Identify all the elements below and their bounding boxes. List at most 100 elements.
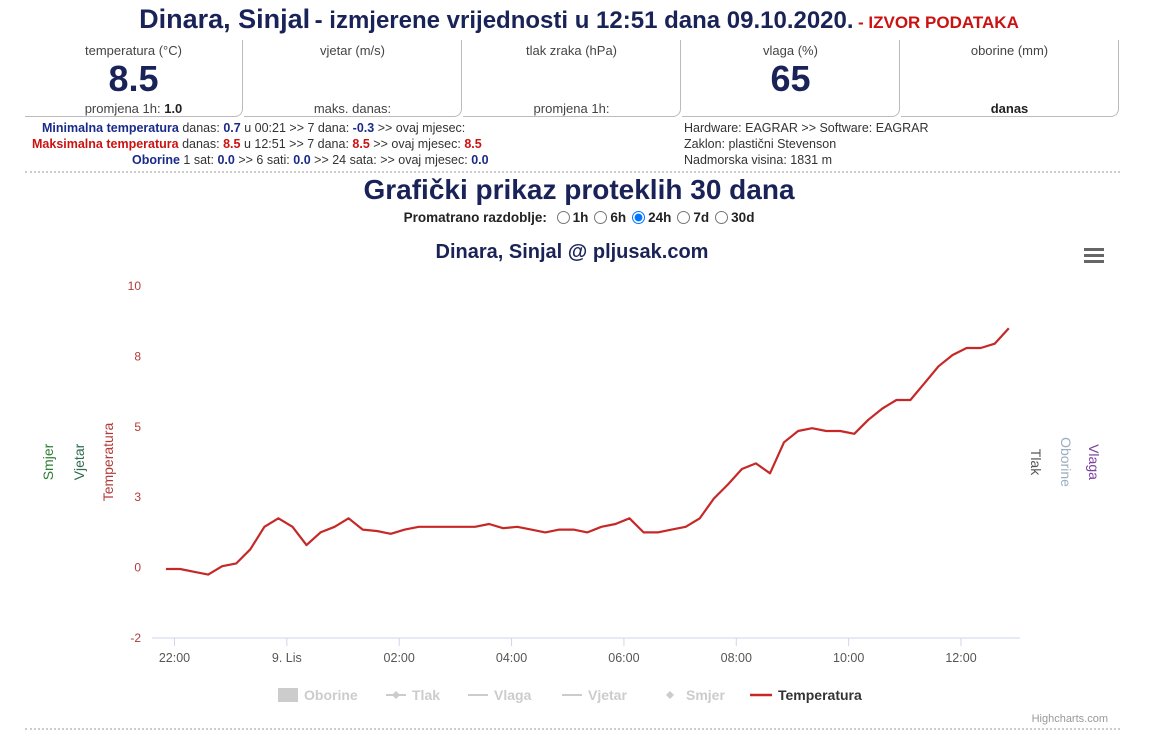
info-line: Hardware: EAGRAR >> Software: EAGRAR	[684, 121, 929, 135]
menu-icon[interactable]	[1084, 248, 1104, 263]
y-tick-label: 10	[128, 279, 142, 293]
separator	[25, 728, 1120, 730]
stat-value: 65	[770, 58, 811, 99]
radio[interactable]	[715, 211, 729, 224]
stat-label: oborine (mm)	[970, 43, 1049, 58]
x-tick-label: 12:00	[945, 651, 976, 665]
record-value: 0.0	[217, 153, 235, 167]
option-label: 30d	[731, 210, 755, 225]
stat-box: vlaga (%) 65	[682, 40, 900, 117]
x-tick-label: 22:00	[159, 651, 190, 665]
option-label: 1h	[572, 210, 589, 225]
record-label: Minimalna temperatura	[42, 121, 179, 135]
record-text: u 00:21 >> 7 dana:	[244, 121, 350, 135]
record-value: 0.0	[471, 153, 489, 167]
x-tick-label: 02:00	[384, 651, 415, 665]
stat-footer: promjena 1h: 1.0	[25, 101, 242, 116]
chart-title: Dinara, Sinjal @ pljusak.com	[436, 241, 709, 263]
period-option[interactable]: 1h	[556, 210, 589, 225]
y-tick-label: 3	[134, 490, 141, 504]
y-tick-label: 5	[134, 420, 141, 434]
x-tick-label: 10:00	[833, 651, 864, 665]
menu-bar	[1084, 248, 1104, 251]
record-line: Minimalna temperatura danas: 0.7 u 00:21…	[42, 121, 465, 135]
record-text: danas:	[182, 137, 220, 151]
x-tick-label: 04:00	[496, 651, 527, 665]
record-value: 0.7	[223, 121, 241, 135]
record-value: 0.0	[293, 153, 311, 167]
record-label: Oborine	[132, 153, 180, 167]
footer-value: 1.0	[164, 101, 183, 116]
axis-title: Smjer	[40, 443, 56, 480]
station-name: Dinara, Sinjal	[139, 4, 311, 34]
record-text: danas:	[182, 121, 220, 135]
footer-label: promjena 1h:	[84, 101, 161, 116]
record-value: 8.5	[223, 137, 241, 151]
info-line: Zaklon: plastični Stevenson	[684, 137, 837, 151]
record-text: >> 6 sati:	[238, 153, 290, 167]
y-tick-label: 0	[134, 561, 141, 575]
option-label: 24h	[648, 210, 672, 225]
stat-footer: danas	[901, 101, 1118, 116]
record-text: >> ovaj mjesec:	[373, 137, 461, 151]
stat-label: temperatura (°C)	[85, 43, 182, 58]
info-line: Nadmorska visina: 1831 m	[684, 153, 832, 167]
legend-label: Temperatura	[778, 687, 862, 703]
footer-label: maks. danas:	[313, 101, 392, 116]
stat-value: 8.5	[108, 58, 159, 99]
source-link[interactable]: - IZVOR PODATAKA	[858, 13, 1019, 32]
legend-symbol	[392, 691, 400, 699]
record-text: 1 sat:	[183, 153, 214, 167]
stat-label: tlak zraka (hPa)	[525, 43, 618, 58]
legend-label: Vjetar	[588, 687, 627, 703]
stat-box: oborine (mm) danas	[901, 40, 1119, 117]
axis-title: Temperatura	[100, 422, 116, 501]
legend-label: Vlaga	[494, 687, 532, 703]
record-text: >> 24 sata:	[314, 153, 377, 167]
legend-label: Smjer	[686, 687, 725, 703]
legend-label: Oborine	[304, 687, 358, 703]
y-tick-label: 8	[134, 349, 141, 363]
stat-label: vlaga (%)	[763, 43, 818, 58]
period-option[interactable]: 24h	[632, 210, 671, 225]
record-text: >> ovaj mjesec:	[377, 121, 466, 135]
stat-box: temperatura (°C) 8.5 promjena 1h: 1.0	[25, 40, 243, 117]
radio[interactable]	[632, 211, 646, 224]
legend-symbol	[278, 688, 298, 702]
temperature-line	[166, 327, 1010, 576]
axis-title: Tlak	[1028, 449, 1044, 476]
legend-label: Tlak	[412, 687, 440, 703]
radio[interactable]	[677, 211, 691, 224]
header: Dinara, Sinjal - izmjerene vrijednosti u…	[0, 4, 1158, 35]
option-label: 7d	[693, 210, 710, 225]
radio[interactable]	[556, 211, 570, 224]
record-value: -0.3	[352, 121, 375, 135]
stat-footer: maks. danas:	[244, 101, 461, 116]
menu-bar	[1084, 254, 1104, 257]
record-line: Maksimalna temperatura danas: 8.5 u 12:5…	[32, 137, 482, 151]
axis-title: Oborine	[1058, 437, 1074, 487]
period-option[interactable]: 30d	[715, 210, 754, 225]
x-tick-label: 06:00	[608, 651, 639, 665]
option-label: 6h	[610, 210, 627, 225]
axis-title: Vlaga	[1086, 444, 1102, 480]
menu-bar	[1084, 260, 1104, 263]
stat-box: vjetar (m/s) maks. danas:	[244, 40, 462, 117]
radio[interactable]	[594, 211, 608, 224]
period-selector: Promatrano razdoblje: 1h 6h 24h 7d 30d	[0, 210, 1158, 225]
record-label: Maksimalna temperatura	[32, 137, 179, 151]
x-tick-label: 08:00	[721, 651, 752, 665]
period-option[interactable]: 6h	[594, 210, 626, 225]
stat-box: tlak zraka (hPa) promjena 1h:	[463, 40, 681, 117]
record-value: 8.5	[464, 137, 482, 151]
record-value: 8.5	[352, 137, 370, 151]
period-option[interactable]: 7d	[677, 210, 709, 225]
footer-value: danas	[990, 101, 1029, 116]
graph-title: Grafički prikaz proteklih 30 dana	[363, 174, 795, 205]
stat-label: vjetar (m/s)	[320, 43, 385, 58]
credits[interactable]: Highcharts.com	[1032, 713, 1108, 725]
record-text: u 12:51 >> 7 dana:	[243, 137, 349, 151]
footer-label: promjena 1h:	[533, 101, 610, 116]
